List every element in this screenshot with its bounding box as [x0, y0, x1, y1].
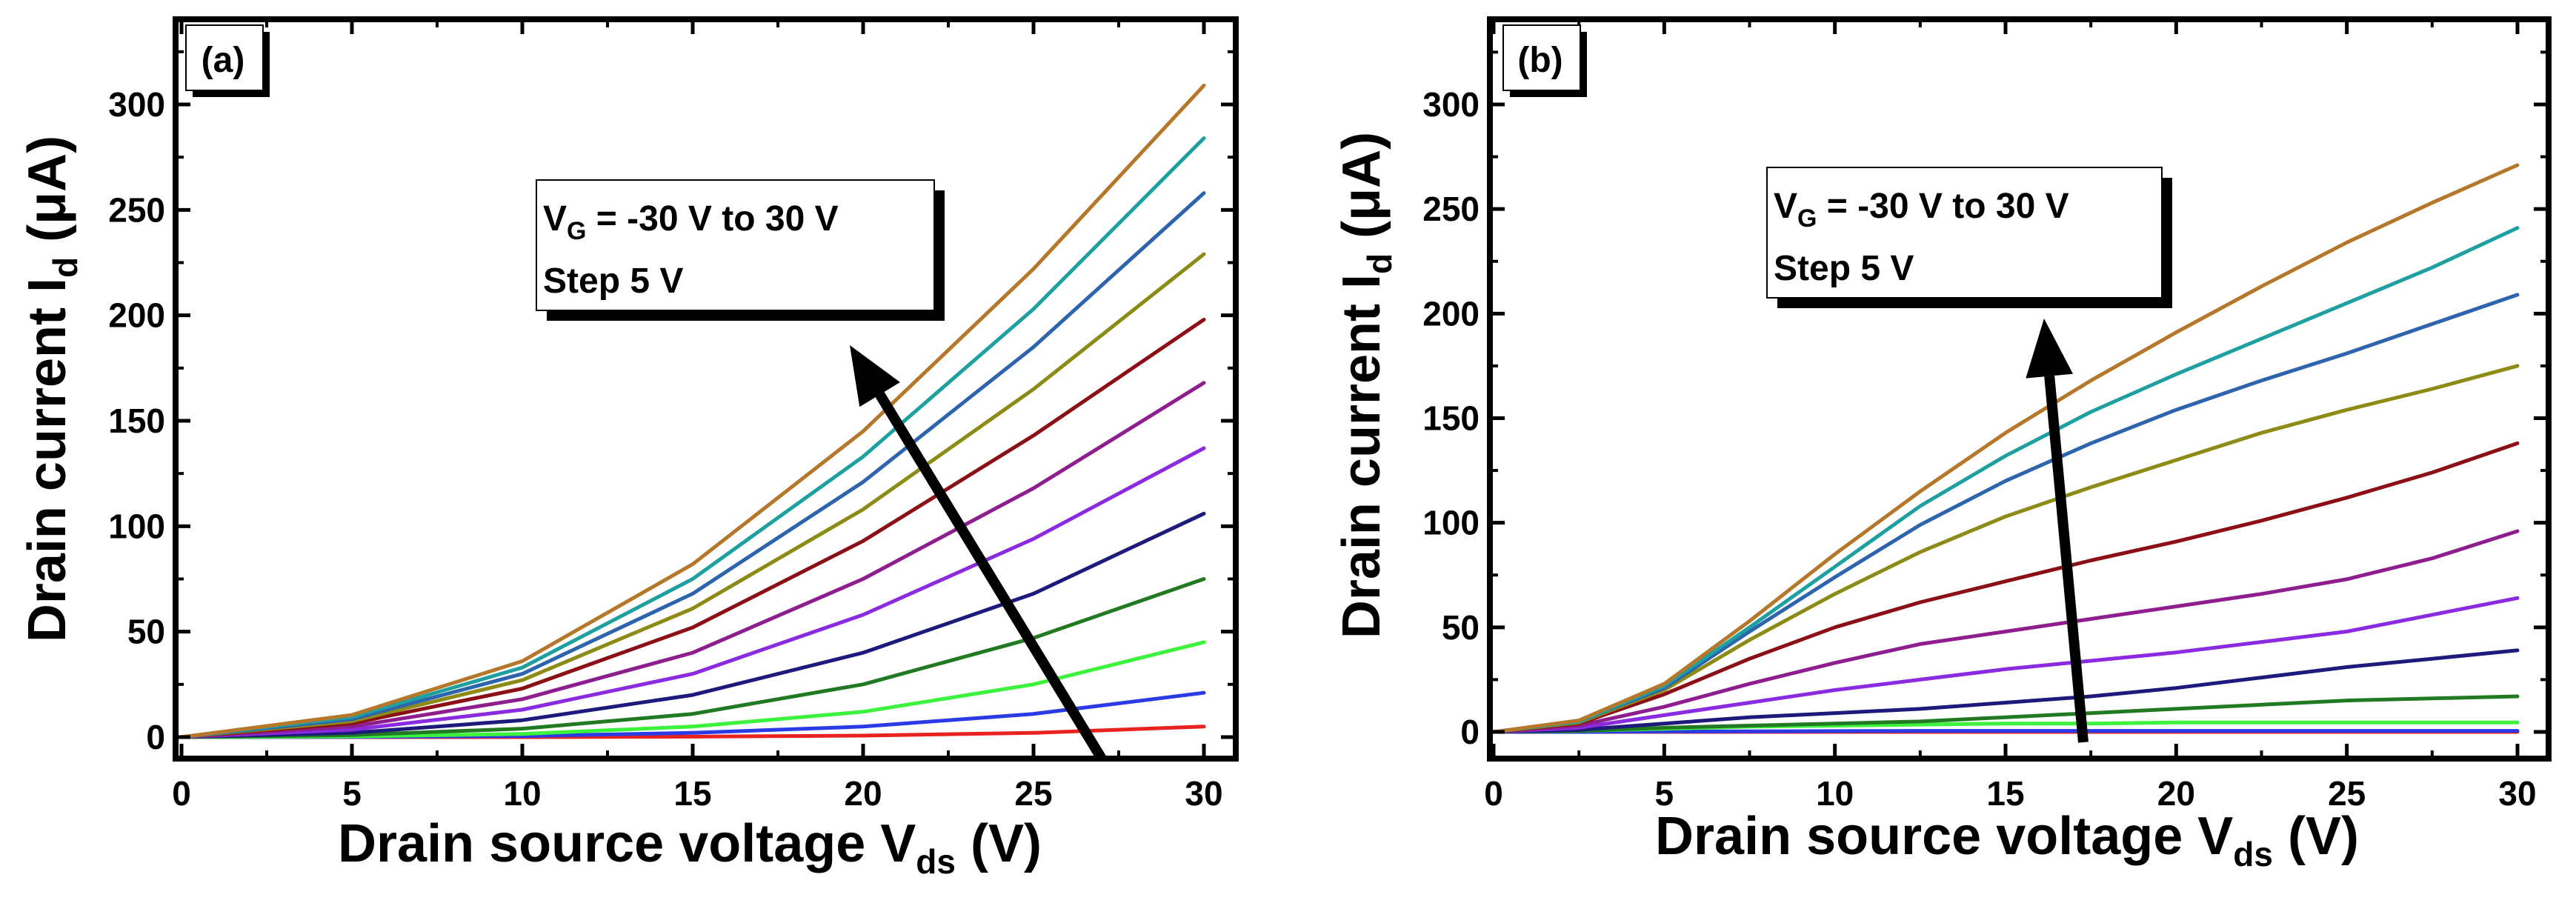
annotation-line-2: Step 5 V [1774, 249, 1914, 288]
series-line-11 [1491, 163, 2520, 734]
series-line-9 [1491, 293, 2520, 734]
trend-arrow-head [2026, 319, 2074, 379]
x-axis-title-unit: (V) [956, 814, 1042, 873]
y-tick-label: 50 [127, 613, 165, 651]
series-line-7 [179, 317, 1206, 739]
series-line-10 [179, 136, 1206, 739]
plot-frame [1487, 16, 2552, 762]
y-tick-label: 100 [108, 507, 165, 545]
x-axis-title-main: Drain source voltage V [1655, 807, 2233, 866]
y-axis-title-sub: d [1360, 253, 1399, 274]
y-axis-title: Drain current Id (μA) [18, 136, 84, 642]
x-tick-label: 25 [1014, 774, 1052, 813]
trend-arrow-head [850, 345, 900, 407]
panel-label-box [185, 24, 264, 91]
y-tick-label: 150 [1422, 399, 1480, 438]
series-group [1491, 163, 2520, 734]
x-axis-title-unit: (V) [2273, 807, 2359, 866]
y-axis-title-main: Drain current I [18, 278, 77, 642]
x-tick-label: 25 [2328, 774, 2366, 813]
series-line-9 [179, 191, 1206, 739]
x-axis-title: Drain source voltage Vds (V) [1655, 807, 2359, 873]
x-tick-label: 15 [1986, 774, 2024, 813]
series-line-4 [179, 511, 1206, 739]
annotation-line-2: Step 5 V [543, 262, 683, 301]
y-tick-label: 250 [1422, 190, 1480, 228]
series-line-8 [1491, 364, 2520, 734]
x-tick-label: 30 [1185, 774, 1222, 813]
annotation-vg-sub: G [1797, 204, 1817, 233]
y-axis-title-unit: (μA) [1332, 132, 1391, 253]
y-tick-label: 50 [1442, 608, 1480, 647]
y-axis-title: Drain current Id (μA) [1332, 132, 1399, 639]
series-line-6 [179, 381, 1206, 739]
x-tick-label: 20 [844, 774, 882, 813]
x-tick-label: 10 [503, 774, 541, 813]
x-tick-label: 15 [673, 774, 711, 813]
series-group [179, 83, 1206, 739]
annotation-line-1: VG = -30 V to 30 V [543, 199, 839, 245]
trend-arrow-shaft [2044, 376, 2089, 743]
annotation-vg-sub: G [567, 217, 586, 245]
y-axis-title-unit: (μA) [18, 136, 77, 257]
panel-label: (a) [202, 41, 245, 80]
x-tick-label: 5 [342, 774, 362, 813]
x-tick-label: 0 [172, 774, 191, 813]
x-axis-title-main: Drain source voltage V [338, 814, 916, 873]
x-tick-label: 20 [2157, 774, 2195, 813]
series-line-1 [1491, 729, 2520, 734]
x-tick-label: 5 [1655, 774, 1674, 813]
x-tick-label: 10 [1816, 774, 1854, 813]
annotation-line-1: VG = -30 V to 30 V [1774, 187, 2069, 233]
y-tick-label: 0 [146, 718, 165, 756]
annotation-vg: V [1774, 187, 1797, 226]
panel-label-box [1502, 24, 1581, 91]
annotation-range: = -30 V to 30 V [586, 199, 838, 239]
series-line-5 [179, 446, 1206, 739]
series-line-4 [1491, 648, 2520, 734]
series-line-7 [1491, 441, 2520, 734]
x-axis-title-sub: ds [916, 842, 956, 881]
trend-arrow-shaft [875, 391, 1106, 762]
series-line-11 [179, 83, 1206, 739]
x-tick-label: 30 [2498, 774, 2536, 813]
series-line-6 [1491, 529, 2520, 734]
y-tick-label: 200 [1422, 294, 1480, 333]
panel-label: (b) [1517, 41, 1562, 80]
y-tick-label: 300 [1422, 85, 1480, 124]
series-line-5 [1491, 596, 2520, 734]
y-tick-label: 0 [1460, 713, 1480, 751]
y-tick-label: 200 [108, 296, 165, 335]
x-axis-title: Drain source voltage Vds (V) [338, 814, 1042, 881]
x-tick-label: 0 [1484, 774, 1503, 813]
series-line-10 [1491, 226, 2520, 734]
y-tick-label: 100 [1422, 504, 1480, 542]
plot-frame [173, 16, 1239, 762]
y-tick-label: 250 [108, 190, 165, 229]
y-tick-label: 150 [108, 402, 165, 440]
y-axis-title-sub: d [46, 257, 84, 278]
series-line-8 [179, 252, 1206, 739]
annotation-box [1766, 167, 2163, 299]
series-line-3 [1491, 694, 2520, 734]
annotation-vg: V [543, 199, 567, 239]
y-tick-label: 300 [108, 85, 165, 124]
annotation-range: = -30 V to 30 V [1817, 187, 2069, 226]
x-axis-title-sub: ds [2233, 835, 2273, 873]
y-axis-title-main: Drain current I [1332, 274, 1391, 639]
annotation-box [536, 179, 935, 311]
